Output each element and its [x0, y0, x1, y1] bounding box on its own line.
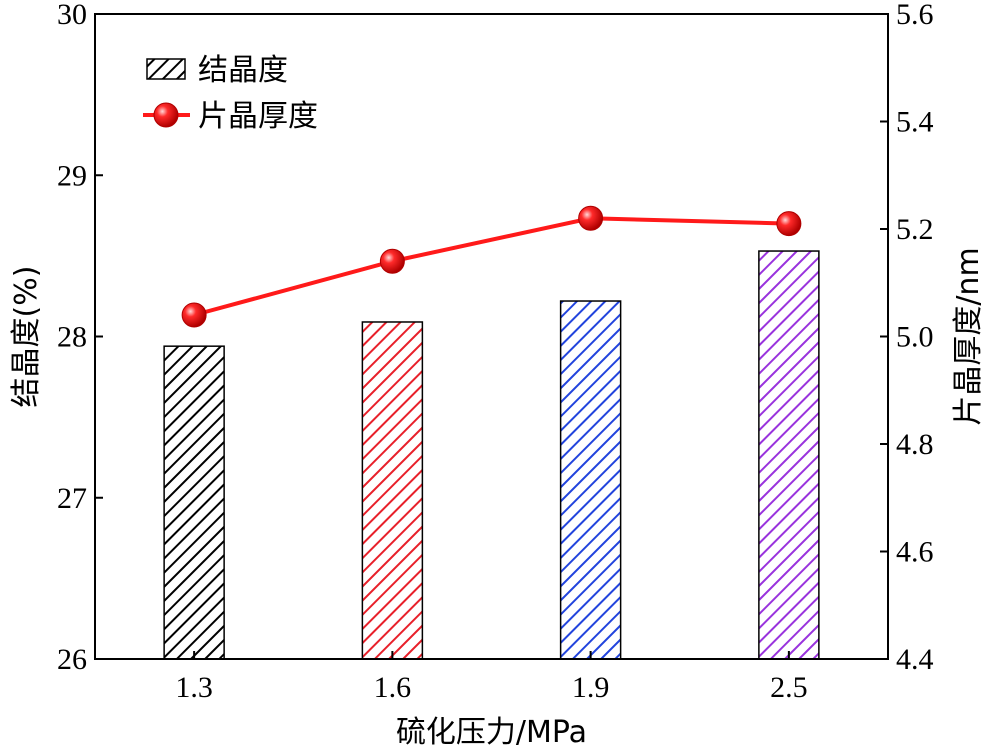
y-axis-title: 结晶度(%): [9, 266, 44, 408]
y2-tick-label: 5.2: [896, 213, 934, 246]
y-tick-label: 28: [57, 321, 87, 354]
bar-crystallinity-1.3: [163, 345, 225, 660]
point-lamellar-thickness-1.6: [379, 248, 405, 274]
y2-tick-label: 5.6: [896, 0, 934, 31]
y-tick-label: 27: [57, 482, 87, 515]
y2-tick-label: 5.4: [896, 106, 934, 139]
x-tick-label: 2.5: [770, 671, 808, 704]
point-lamellar-thickness-1.3: [181, 302, 207, 328]
legend-label-crystallinity: 结晶度: [198, 53, 288, 88]
y2-axis-title: 片晶厚度/nm: [951, 247, 986, 425]
y2-tick-label: 4.8: [896, 428, 934, 461]
legend-swatch-lamellar-thickness-marker: [153, 102, 179, 128]
y-tick-label: 26: [57, 643, 87, 676]
y-tick-label: 29: [57, 159, 87, 192]
legend-swatch-crystallinity: [146, 58, 186, 80]
x-tick-label: 1.3: [175, 671, 213, 704]
series-line-lamellar-thickness: [193, 216, 789, 317]
x-tick-label: 1.6: [374, 671, 412, 704]
legend-label-lamellar-thickness: 片晶厚度: [198, 99, 318, 134]
y2-tick-label: 5.0: [896, 321, 934, 354]
bar-crystallinity-1.9: [559, 300, 622, 660]
bar-crystallinity-2.5: [758, 250, 820, 660]
plot-area: [163, 205, 820, 660]
y-tick-label: 30: [57, 0, 87, 31]
axes: 26 27 28 29 30 4.4 4.6 4.8 5.0 5.2 5.4 5.6 1.3 1.6 1.9…: [57, 0, 934, 704]
point-lamellar-thickness-1.9: [578, 205, 604, 231]
x-axis-title: 硫化压力/MPa: [396, 715, 587, 750]
point-lamellar-thickness-2.5: [776, 211, 802, 237]
y2-tick-label: 4.4: [896, 643, 934, 676]
x-tick-label: 1.9: [572, 671, 610, 704]
legend: 结晶度 片晶厚度: [143, 53, 318, 134]
y2-tick-label: 4.6: [896, 536, 934, 569]
bar-crystallinity-1.6: [361, 321, 424, 660]
